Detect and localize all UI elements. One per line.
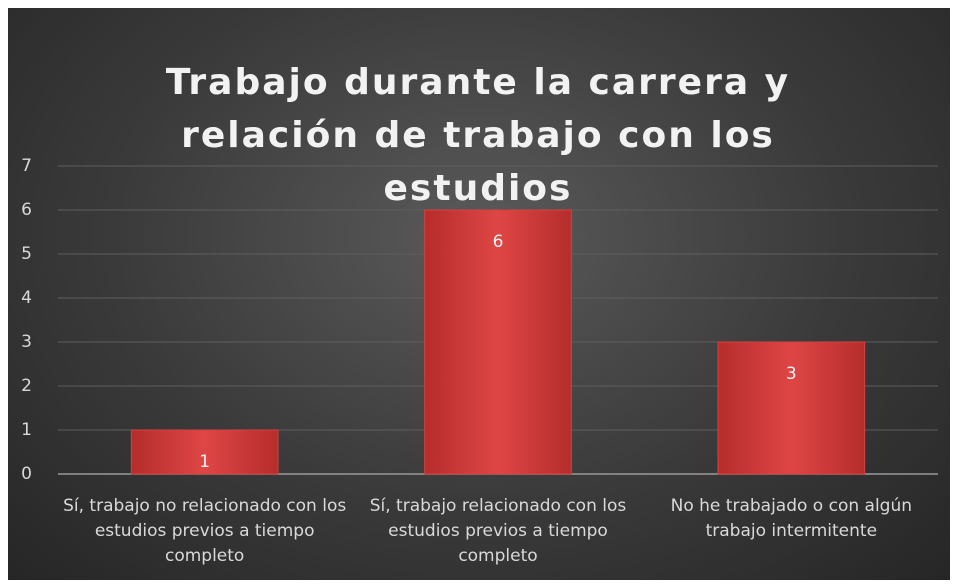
bar <box>717 341 866 475</box>
y-tick-label: 7 <box>21 156 32 176</box>
x-tick-label: Sí, trabajo no relacionado con los estud… <box>63 496 347 566</box>
chart: 0 1 2 3 4 5 6 7 1 6 3 Trabajo durante la carrera y… <box>8 8 950 580</box>
bar <box>130 429 279 475</box>
x-tick-label: No he trabajado o con algún trabajo inte… <box>670 496 913 541</box>
chart-title: Trabajo durante la carrera y relación de… <box>165 62 791 209</box>
plot: 0 1 2 3 4 5 6 7 1 6 3 <box>21 156 938 484</box>
value-label: 6 <box>493 232 504 252</box>
y-tick-label: 3 <box>21 332 32 352</box>
y-tick-label: 1 <box>21 420 32 440</box>
x-tick-label: Sí, trabajo relacionado con los estudios… <box>369 496 627 566</box>
y-tick-label: 6 <box>21 200 32 220</box>
value-label: 3 <box>786 364 797 384</box>
bar <box>424 209 572 475</box>
value-label: 1 <box>199 452 210 472</box>
y-tick-label: 2 <box>21 376 32 396</box>
y-tick-label: 0 <box>21 464 32 484</box>
y-tick-label: 5 <box>21 244 32 264</box>
y-tick-label: 4 <box>21 288 32 308</box>
